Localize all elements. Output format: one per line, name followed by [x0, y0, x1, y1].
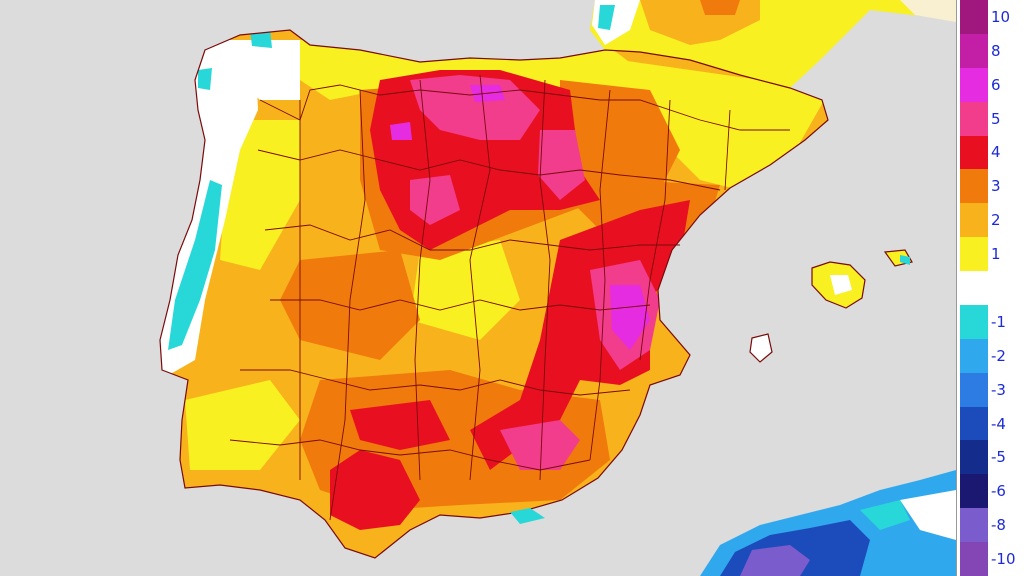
legend-tick-label: -2 — [991, 346, 1006, 365]
legend-tick-label: 5 — [991, 109, 1001, 128]
color-legend: 10 8 6 5 4 3 2 1 -1 -2 -3 -4 -5 -6 -8 -10 — [956, 0, 1024, 576]
legend-tick-label: 4 — [991, 143, 1001, 162]
legend-swatch — [960, 135, 988, 170]
legend-swatch — [960, 271, 988, 306]
legend-swatch — [960, 67, 988, 103]
legend-tick-label: 8 — [991, 41, 1001, 60]
legend-swatch — [960, 237, 988, 272]
legend-swatch — [960, 406, 988, 441]
province-borders — [229, 74, 790, 521]
legend-swatch — [960, 203, 988, 238]
france-region — [590, 0, 956, 88]
legend-tick-label: -4 — [991, 414, 1006, 433]
legend-swatch — [960, 33, 988, 69]
legend-tick-label: 1 — [991, 245, 1001, 264]
legend-swatch — [960, 101, 988, 137]
legend-swatch — [960, 169, 988, 204]
balearic-islands — [749, 249, 913, 363]
legend-tick-label: 6 — [991, 75, 1001, 94]
legend-tick-label: -6 — [991, 482, 1006, 501]
legend-tick-label: -3 — [991, 380, 1006, 399]
legend-swatch — [960, 474, 988, 509]
legend-tick-label: 3 — [991, 177, 1001, 196]
north-africa-region — [510, 470, 956, 576]
iberia-anomaly — [160, 30, 828, 558]
legend-swatch — [960, 338, 988, 374]
legend-tick-label: 2 — [991, 211, 1001, 230]
legend-tick-label: -8 — [991, 516, 1006, 535]
legend-swatch — [960, 508, 988, 543]
legend-swatch — [960, 304, 988, 340]
legend-tick-label: 10 — [991, 7, 1011, 26]
legend-swatch — [960, 0, 988, 35]
legend-swatch — [960, 372, 988, 408]
iberia-map — [159, 0, 956, 576]
legend-swatch — [960, 440, 988, 475]
legend-tick-label: -5 — [991, 448, 1006, 467]
legend-tick-label: -10 — [991, 550, 1016, 569]
legend-tick-label: -1 — [991, 312, 1006, 331]
legend-swatch — [960, 542, 988, 576]
